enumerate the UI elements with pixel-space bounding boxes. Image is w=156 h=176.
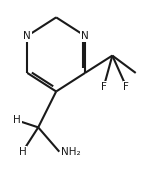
Text: F: F (101, 82, 107, 92)
Text: H: H (19, 147, 27, 157)
Text: NH₂: NH₂ (61, 147, 80, 157)
Text: H: H (13, 115, 21, 125)
Text: N: N (23, 31, 31, 41)
Text: N: N (81, 31, 89, 41)
Text: F: F (123, 82, 129, 92)
